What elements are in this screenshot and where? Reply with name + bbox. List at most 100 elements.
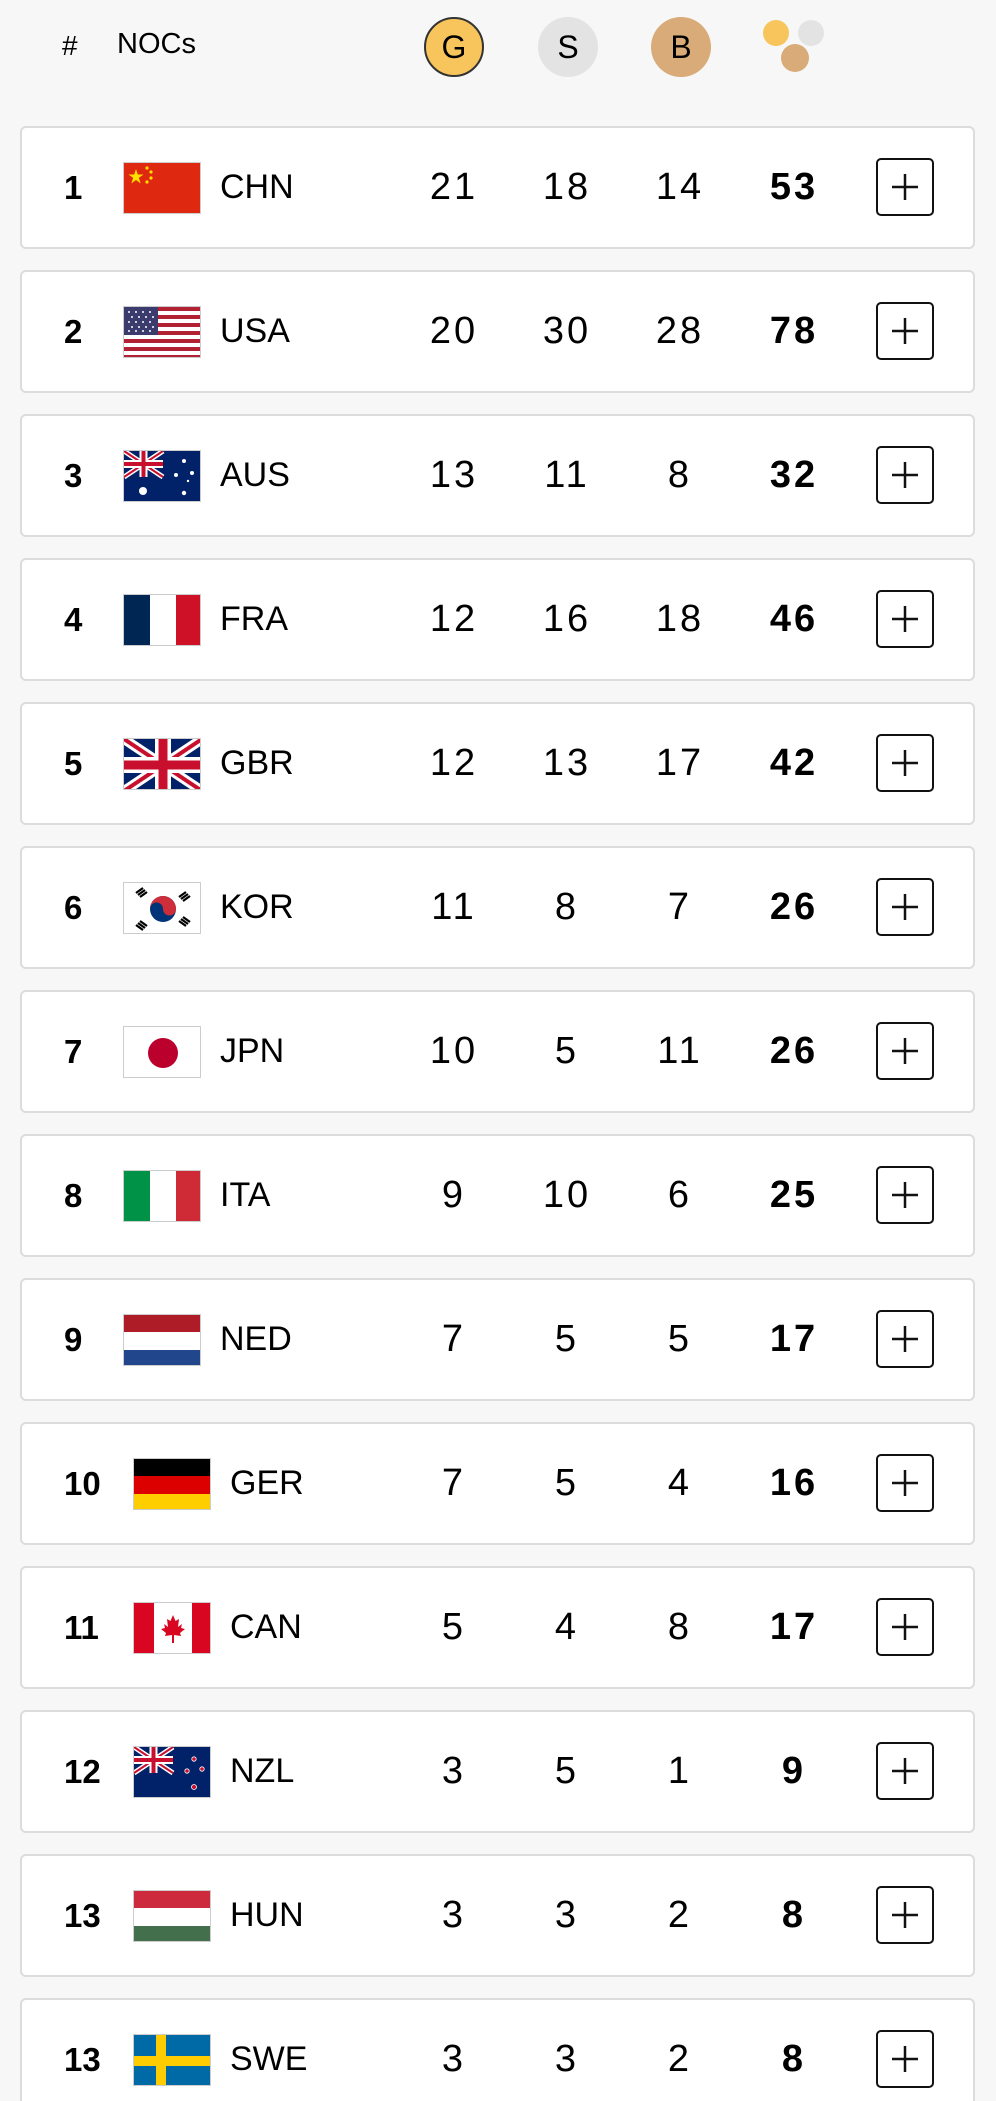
noc-name[interactable]: USA — [220, 312, 290, 350]
expand-row-button[interactable] — [876, 446, 934, 504]
expand-row-button[interactable] — [876, 590, 934, 648]
table-row[interactable]: 5 GBR 12 13 17 42 — [20, 702, 975, 825]
rank-cell: 12 — [64, 1752, 101, 1790]
table-row[interactable]: 2 USA 20 30 28 78 — [20, 270, 975, 393]
table-row[interactable]: 4 FRA 12 16 18 46 — [20, 558, 975, 681]
noc-name[interactable]: KOR — [220, 888, 294, 926]
rank-cell: 11 — [64, 1608, 99, 1646]
bronze-count: 5 — [667, 1318, 693, 1360]
total-medals-icon[interactable] — [760, 17, 832, 79]
table-row[interactable]: 13 HUN 3 3 2 8 — [20, 1854, 975, 1977]
table-row[interactable]: 3 AUS 13 11 8 32 — [20, 414, 975, 537]
noc-name[interactable]: FRA — [220, 600, 288, 638]
total-count: 17 — [769, 1318, 819, 1360]
expand-row-button[interactable] — [876, 734, 934, 792]
canada-flag-icon — [133, 1602, 211, 1654]
expand-row-button[interactable] — [876, 1886, 934, 1944]
gold-count: 11 — [431, 886, 477, 928]
plus-icon — [888, 1322, 922, 1356]
gold-count: 21 — [429, 166, 479, 208]
silver-count: 11 — [544, 454, 590, 496]
total-count: 53 — [769, 166, 819, 208]
silver-count: 8 — [554, 886, 580, 928]
table-row[interactable]: 13 SWE 3 3 2 8 — [20, 1998, 975, 2101]
rank-cell: 3 — [64, 456, 83, 494]
medal-table: 1 CHN 21 18 14 53 2 USA 20 30 28 78 3 AUS 13 11 8 32 4 FRA 1… — [20, 126, 975, 2101]
gold-count: 12 — [429, 742, 479, 784]
noc-name[interactable]: CHN — [220, 168, 294, 206]
noc-name[interactable]: NED — [220, 1320, 292, 1358]
silver-column-header[interactable]: S — [538, 17, 598, 77]
expand-row-button[interactable] — [876, 1454, 934, 1512]
expand-row-button[interactable] — [876, 302, 934, 360]
bronze-count: 11 — [657, 1030, 703, 1072]
noc-name[interactable]: GBR — [220, 744, 294, 782]
plus-icon — [888, 1610, 922, 1644]
expand-row-button[interactable] — [876, 2030, 934, 2088]
gold-count: 10 — [429, 1030, 479, 1072]
china-flag-icon — [123, 162, 201, 214]
rank-column-header: # — [62, 30, 78, 61]
total-count: 26 — [769, 1030, 819, 1072]
expand-row-button[interactable] — [876, 1742, 934, 1800]
noc-name[interactable]: JPN — [220, 1032, 285, 1070]
table-row[interactable]: 11 CAN 5 4 8 17 — [20, 1566, 975, 1689]
bronze-count: 7 — [667, 886, 693, 928]
silver-count: 10 — [542, 1174, 592, 1216]
plus-icon — [888, 890, 922, 924]
noc-name[interactable]: HUN — [230, 1896, 304, 1934]
plus-icon — [888, 602, 922, 636]
gold-count: 9 — [441, 1174, 467, 1216]
expand-row-button[interactable] — [876, 1310, 934, 1368]
silver-count: 4 — [554, 1606, 580, 1648]
total-count: 42 — [769, 742, 819, 784]
table-row[interactable]: 12 NZL 3 5 1 9 — [20, 1710, 975, 1833]
total-count: 46 — [769, 598, 819, 640]
rank-cell: 8 — [64, 1176, 83, 1214]
rank-cell: 5 — [64, 744, 83, 782]
gold-count: 5 — [441, 1606, 467, 1648]
expand-row-button[interactable] — [876, 878, 934, 936]
noc-name[interactable]: CAN — [230, 1608, 302, 1646]
sweden-flag-icon — [133, 2034, 211, 2086]
table-row[interactable]: 9 NED 7 5 5 17 — [20, 1278, 975, 1401]
total-count: 8 — [781, 1894, 807, 1936]
table-row[interactable]: 1 CHN 21 18 14 53 — [20, 126, 975, 249]
plus-icon — [888, 1898, 922, 1932]
bronze-count: 28 — [655, 310, 705, 352]
noc-name[interactable]: GER — [230, 1464, 304, 1502]
expand-row-button[interactable] — [876, 1166, 934, 1224]
total-count: 25 — [769, 1174, 819, 1216]
bronze-count: 14 — [655, 166, 705, 208]
expand-row-button[interactable] — [876, 158, 934, 216]
rank-cell: 13 — [64, 2040, 101, 2078]
france-flag-icon — [123, 594, 201, 646]
expand-row-button[interactable] — [876, 1598, 934, 1656]
usa-flag-icon — [123, 306, 201, 358]
plus-icon — [888, 1754, 922, 1788]
total-count: 32 — [769, 454, 819, 496]
gold-count: 3 — [441, 1750, 467, 1792]
table-row[interactable]: 7 JPN 10 5 11 26 — [20, 990, 975, 1113]
gold-column-header[interactable]: G — [424, 17, 484, 77]
noc-name[interactable]: ITA — [220, 1176, 271, 1214]
plus-icon — [888, 1178, 922, 1212]
table-row[interactable]: 6 KOR 11 8 7 26 — [20, 846, 975, 969]
expand-row-button[interactable] — [876, 1022, 934, 1080]
silver-count: 13 — [542, 742, 592, 784]
rank-cell: 6 — [64, 888, 83, 926]
bronze-count: 17 — [655, 742, 705, 784]
noc-name[interactable]: AUS — [220, 456, 290, 494]
bronze-count: 8 — [667, 1606, 693, 1648]
plus-icon — [888, 314, 922, 348]
hungary-flag-icon — [133, 1890, 211, 1942]
noc-name[interactable]: SWE — [230, 2040, 308, 2078]
table-row[interactable]: 10 GER 7 5 4 16 — [20, 1422, 975, 1545]
total-count: 8 — [781, 2038, 807, 2080]
noc-name[interactable]: NZL — [230, 1752, 295, 1790]
silver-count: 5 — [554, 1318, 580, 1360]
bronze-column-header[interactable]: B — [651, 17, 711, 77]
nocs-column-header[interactable]: NOCs — [117, 28, 196, 60]
table-row[interactable]: 8 ITA 9 10 6 25 — [20, 1134, 975, 1257]
total-count: 17 — [769, 1606, 819, 1648]
